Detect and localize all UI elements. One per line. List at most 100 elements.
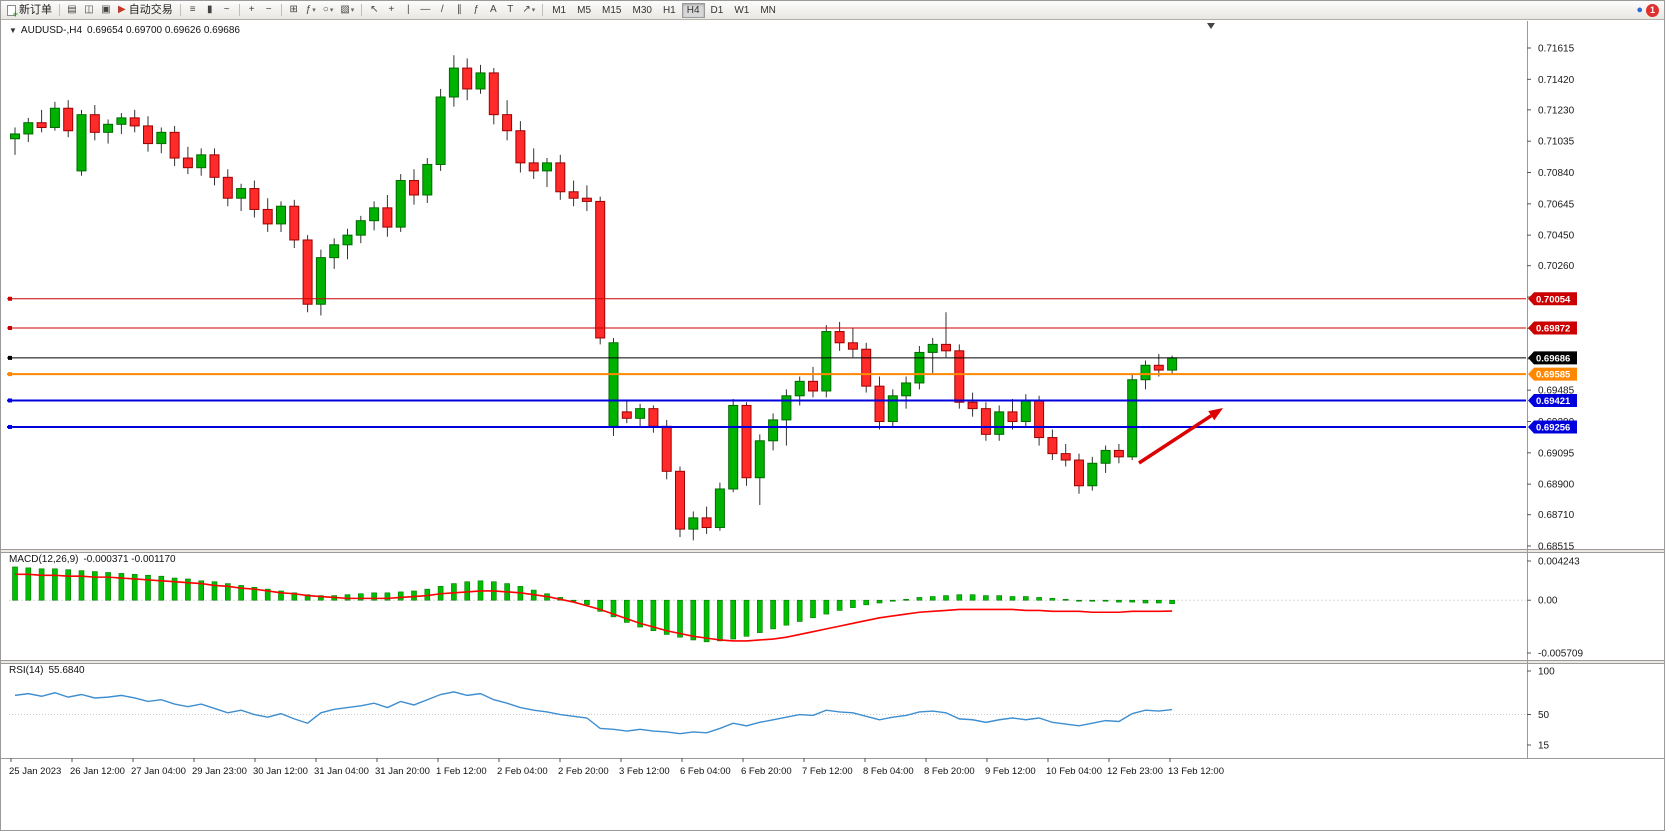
arrows-button[interactable]: ↗ ▾ <box>519 2 538 18</box>
trendline-icon: / <box>440 4 444 15</box>
profiles-icon: ◫ <box>84 4 94 15</box>
autotrade-button[interactable]: ▶ 自动交易 <box>115 2 176 18</box>
chart-ohlc: 0.69654 0.69700 0.69626 0.69686 <box>87 25 240 36</box>
charts-window-button[interactable]: ▤ <box>64 2 80 18</box>
vertical-line-button[interactable]: | <box>400 2 416 18</box>
zoom-in-icon: + <box>248 4 255 15</box>
toolbar-separator <box>59 4 60 16</box>
svg-text:10 Feb 04:00: 10 Feb 04:00 <box>1046 766 1102 777</box>
zoom-out-icon: − <box>265 4 272 15</box>
tile-windows-button[interactable]: ⊞ <box>286 2 302 18</box>
svg-text:-0.005709: -0.005709 <box>1538 649 1583 660</box>
svg-text:0.70840: 0.70840 <box>1538 168 1575 179</box>
svg-text:31 Jan 20:00: 31 Jan 20:00 <box>375 766 430 777</box>
svg-text:2 Feb 04:00: 2 Feb 04:00 <box>497 766 548 777</box>
label-button[interactable]: T <box>502 2 518 18</box>
svg-text:0.69686: 0.69686 <box>1536 353 1570 364</box>
shift-marker-icon[interactable] <box>1207 23 1215 29</box>
svg-text:0.70054: 0.70054 <box>1536 294 1571 305</box>
macd-panel: 0.004243 0.00 -0.005709 <box>9 557 1583 660</box>
horizontal-line-button[interactable]: — <box>417 2 433 18</box>
templates-button[interactable]: ▧ ▾ <box>337 2 357 18</box>
svg-text:0.71420: 0.71420 <box>1538 75 1575 86</box>
bar-chart-button[interactable]: ≡ <box>185 2 201 18</box>
timeframe-m1-button[interactable]: M1 <box>547 3 571 18</box>
svg-text:0.69256: 0.69256 <box>1536 422 1570 433</box>
candlestick-chart-button[interactable]: ▮ <box>202 2 218 18</box>
price-axis[interactable] <box>1527 20 1664 758</box>
toolbar-separator <box>238 4 240 16</box>
svg-text:0.70645: 0.70645 <box>1538 199 1575 210</box>
macd-values: -0.000371 -0.001170 <box>83 554 176 565</box>
trend-arrow-annotation[interactable] <box>1138 408 1223 465</box>
time-axis[interactable] <box>1 758 1664 782</box>
svg-text:0.69485: 0.69485 <box>1538 386 1575 397</box>
trendline-button[interactable]: / <box>434 2 450 18</box>
candles-layer <box>10 55 1178 541</box>
fibonacci-button[interactable]: ƒ <box>468 2 484 18</box>
svg-text:0.70260: 0.70260 <box>1538 261 1575 272</box>
zoom-out-button[interactable]: − <box>261 2 277 18</box>
cursor-button[interactable]: ↖ <box>366 2 382 18</box>
svg-text:100: 100 <box>1538 667 1555 678</box>
new-order-button[interactable]: 新订单 <box>4 2 55 19</box>
periods-button[interactable]: ○ ▾ <box>320 2 337 18</box>
zoom-in-button[interactable]: + <box>244 2 260 18</box>
chevron-down-icon: ▾ <box>329 6 334 14</box>
chart-title: ▼ AUDUSD-,H4 0.69654 0.69700 0.69626 0.696… <box>9 25 240 36</box>
indicators-button[interactable]: ƒ ▾ <box>303 2 319 18</box>
text-icon: A <box>489 4 497 15</box>
svg-text:6 Feb 04:00: 6 Feb 04:00 <box>680 766 731 777</box>
svg-text:15: 15 <box>1538 741 1550 752</box>
toolbar-separator <box>280 4 282 16</box>
timeframe-m30-button[interactable]: M30 <box>627 3 656 18</box>
new-order-icon <box>7 4 18 19</box>
svg-text:0.69421: 0.69421 <box>1536 396 1571 407</box>
toolbar: 新订单 ▤◫▣ ▶ 自动交易 ≡▮~+−⊞ƒ▾○▾▧▾↖+|—/∥ƒAT↗▾ M… <box>1 1 1664 20</box>
status-icon[interactable]: ● <box>1636 3 1643 16</box>
svg-text:0.71230: 0.71230 <box>1538 105 1575 116</box>
channel-button[interactable]: ∥ <box>451 2 467 18</box>
candlestick-chart-icon: ▮ <box>206 4 213 15</box>
crosshair-button[interactable]: + <box>383 2 399 18</box>
line-chart-button[interactable]: ~ <box>219 2 235 18</box>
profiles-button[interactable]: ◫ <box>81 2 97 18</box>
toolbar-icon-groups: ≡ ▮ ~ + − ⊞ ƒ ▾ ○ ▾ ▧ ▾ ↖ + | — / ∥ ƒ A T ↗ ▾ <box>185 2 539 18</box>
fibonacci-icon: ƒ <box>473 4 480 15</box>
chevron-down-icon: ▾ <box>350 6 355 14</box>
timeframe-mn-button[interactable]: MN <box>755 3 781 18</box>
svg-text:27 Jan 04:00: 27 Jan 04:00 <box>131 766 186 777</box>
timeframe-h4-button[interactable]: H4 <box>681 2 705 18</box>
new-order-label: 新订单 <box>19 3 52 16</box>
rsi-label: RSI(14) <box>9 665 44 676</box>
svg-text:0.68900: 0.68900 <box>1538 480 1575 491</box>
periods-icon: ○ <box>322 4 329 15</box>
svg-text:0.004243: 0.004243 <box>1538 557 1580 568</box>
text-button[interactable]: A <box>485 2 501 18</box>
timeframe-m15-button[interactable]: M15 <box>597 3 626 18</box>
chevron-down-icon: ▾ <box>531 6 536 14</box>
timeframe-w1-button[interactable]: W1 <box>729 3 754 18</box>
timeframe-m5-button[interactable]: M5 <box>572 3 596 18</box>
data-window-button[interactable]: ▣ <box>98 2 114 18</box>
svg-text:31 Jan 04:00: 31 Jan 04:00 <box>314 766 369 777</box>
chart-menu-icon[interactable]: ▼ <box>9 26 17 35</box>
time-axis-labels: 25 Jan 2023 26 Jan 12:00 27 Jan 04:00 29 Ja… <box>9 758 1224 777</box>
chart-symbol-timeframe: AUDUSD-,H4 <box>20 25 83 36</box>
horizontal-line-icon: — <box>420 4 431 15</box>
rsi-title: RSI(14) 55.6840 <box>9 665 85 676</box>
svg-text:6 Feb 20:00: 6 Feb 20:00 <box>741 766 792 777</box>
svg-text:0.70450: 0.70450 <box>1538 231 1575 242</box>
indicators-icon: ƒ <box>305 4 312 15</box>
notification-badge[interactable]: 1 <box>1646 3 1659 17</box>
timeframe-d1-button[interactable]: D1 <box>706 3 729 18</box>
horizontal-lines-layer[interactable]: 0.70054 0.69872 0.69686 0.69585 0.69421 0.692… <box>7 292 1577 434</box>
svg-text:0.71035: 0.71035 <box>1538 137 1575 148</box>
chevron-down-icon: ▾ <box>312 6 316 14</box>
svg-text:13 Feb 12:00: 13 Feb 12:00 <box>1168 766 1224 777</box>
timeframe-h1-button[interactable]: H1 <box>658 3 681 18</box>
templates-icon: ▧ <box>340 4 350 15</box>
macd-title: MACD(12,26,9) -0.000371 -0.001170 <box>9 554 176 565</box>
